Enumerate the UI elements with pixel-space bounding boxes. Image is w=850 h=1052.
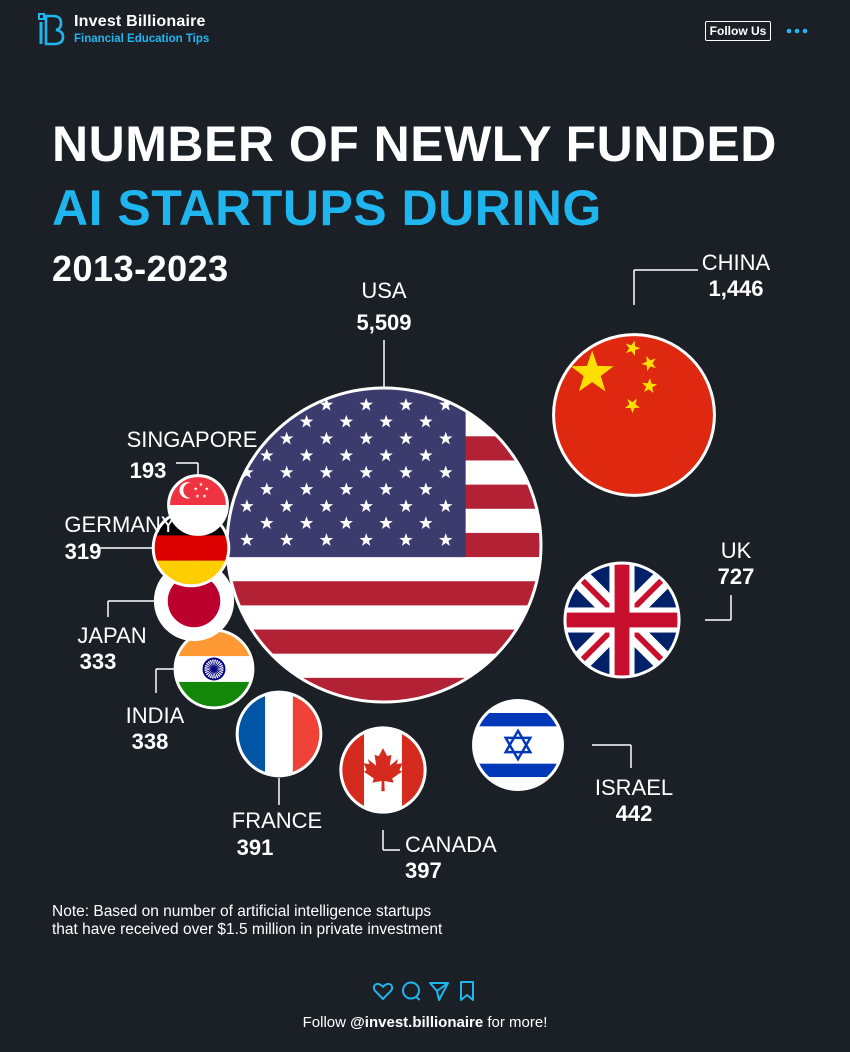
uk-flag-icon [564,562,680,678]
brand-tagline: Financial Education Tips [74,33,210,45]
comment-icon[interactable] [400,980,422,1002]
singapore-country-label: SINGAPORE [127,427,258,452]
japan-country-label: JAPAN [77,623,146,648]
heart-icon[interactable] [372,980,394,1002]
canada-bubble [339,726,427,814]
title-line-1: NUMBER OF NEWLY FUNDED [52,116,777,172]
germany-value-label: 319 [65,539,102,564]
canada-value-label: 397 [405,858,442,883]
footnote: Note: Based on number of artificial inte… [52,903,572,939]
israel-flag-icon [473,700,563,790]
china-flag-icon [553,334,715,496]
footnote-line-2: that have received over $1.5 million in … [52,921,443,938]
share-icon[interactable] [428,980,450,1002]
uk-country-label: UK [721,538,752,563]
india-country-label: INDIA [126,703,185,728]
france-flag-icon [237,692,321,776]
israel-value-label: 442 [616,801,653,826]
title-line-3: 2013-2023 [52,248,229,289]
singapore-value-label: 193 [130,458,167,483]
title-line-2: AI STARTUPS DURING [52,180,602,236]
uk-bubble [563,561,681,679]
footer-suffix: for more! [487,1014,548,1031]
china-country-label: CHINA [702,250,771,275]
follow-us-button[interactable]: Follow Us [705,21,771,41]
footnote-line-1: Note: Based on number of artificial inte… [52,903,432,920]
bookmark-icon[interactable] [456,980,478,1002]
brand-name: Invest Billionaire [74,13,206,30]
france-country-label: FRANCE [232,808,322,833]
india-flag-icon [175,630,253,708]
more-dots-icon[interactable] [785,22,809,40]
france-value-label: 391 [237,835,274,860]
uk-value-label: 727 [718,564,755,589]
social-icons [372,980,478,1002]
footer-handle[interactable]: @invest.billionaire [350,1014,484,1031]
france-bubble [235,690,323,778]
germany-country-label: GERMANY [64,512,176,537]
chart-title: NUMBER OF NEWLY FUNDED AI STARTUPS DURIN… [52,112,777,298]
singapore-bubble [167,474,229,536]
china-value-label: 1,446 [708,276,763,301]
usa-value-label: 5,509 [356,310,411,335]
israel-country-label: ISRAEL [595,775,673,800]
singapore-flag-icon [168,475,228,535]
brand-logo-icon [38,13,65,46]
canada-country-label: CANADA [405,832,497,857]
footer-follow-text: Follow @invest.billionaire for more! [0,1014,850,1031]
brand-header: Invest Billionaire Financial Education T… [38,12,209,46]
china-bubble [552,333,716,497]
japan-value-label: 333 [80,649,117,674]
usa-country-label: USA [361,278,407,303]
india-value-label: 338 [132,729,169,754]
footer-prefix: Follow [302,1014,346,1031]
japan-flag-icon [155,562,233,640]
israel-bubble [472,699,564,791]
